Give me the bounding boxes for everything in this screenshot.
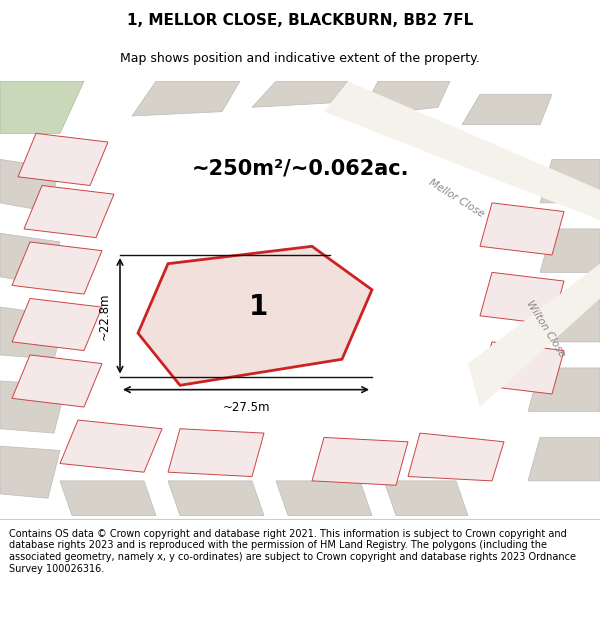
Polygon shape <box>12 355 102 407</box>
Polygon shape <box>384 481 468 516</box>
Polygon shape <box>0 233 60 286</box>
Text: Map shows position and indicative extent of the property.: Map shows position and indicative extent… <box>120 52 480 65</box>
Text: Mellor Close: Mellor Close <box>427 177 485 219</box>
Polygon shape <box>138 246 372 385</box>
Polygon shape <box>60 420 162 472</box>
Polygon shape <box>60 481 156 516</box>
Polygon shape <box>540 159 600 203</box>
Polygon shape <box>0 159 60 211</box>
Polygon shape <box>480 272 564 324</box>
Polygon shape <box>462 94 552 125</box>
Text: 1, MELLOR CLOSE, BLACKBURN, BB2 7FL: 1, MELLOR CLOSE, BLACKBURN, BB2 7FL <box>127 12 473 28</box>
Text: Wilton Close: Wilton Close <box>524 299 568 359</box>
Polygon shape <box>312 438 408 485</box>
Polygon shape <box>12 242 102 294</box>
Polygon shape <box>528 299 600 342</box>
Polygon shape <box>408 433 504 481</box>
Polygon shape <box>0 81 84 133</box>
Polygon shape <box>132 81 240 116</box>
Text: ~27.5m: ~27.5m <box>222 401 270 414</box>
Polygon shape <box>324 81 600 220</box>
Polygon shape <box>0 381 66 433</box>
Polygon shape <box>252 81 348 107</box>
Polygon shape <box>360 81 450 116</box>
Text: Contains OS data © Crown copyright and database right 2021. This information is : Contains OS data © Crown copyright and d… <box>9 529 576 574</box>
Polygon shape <box>168 429 264 476</box>
Polygon shape <box>540 229 600 272</box>
Polygon shape <box>468 264 600 407</box>
Polygon shape <box>18 133 108 186</box>
Polygon shape <box>0 307 66 359</box>
Polygon shape <box>168 481 264 516</box>
Polygon shape <box>480 342 564 394</box>
Polygon shape <box>528 368 600 411</box>
Polygon shape <box>12 299 102 351</box>
Text: 1: 1 <box>248 293 268 321</box>
Polygon shape <box>480 203 564 255</box>
Polygon shape <box>276 481 372 516</box>
Polygon shape <box>528 438 600 481</box>
Polygon shape <box>24 186 114 238</box>
Text: ~22.8m: ~22.8m <box>98 292 111 339</box>
Polygon shape <box>0 446 60 498</box>
Text: ~250m²/~0.062ac.: ~250m²/~0.062ac. <box>191 158 409 178</box>
